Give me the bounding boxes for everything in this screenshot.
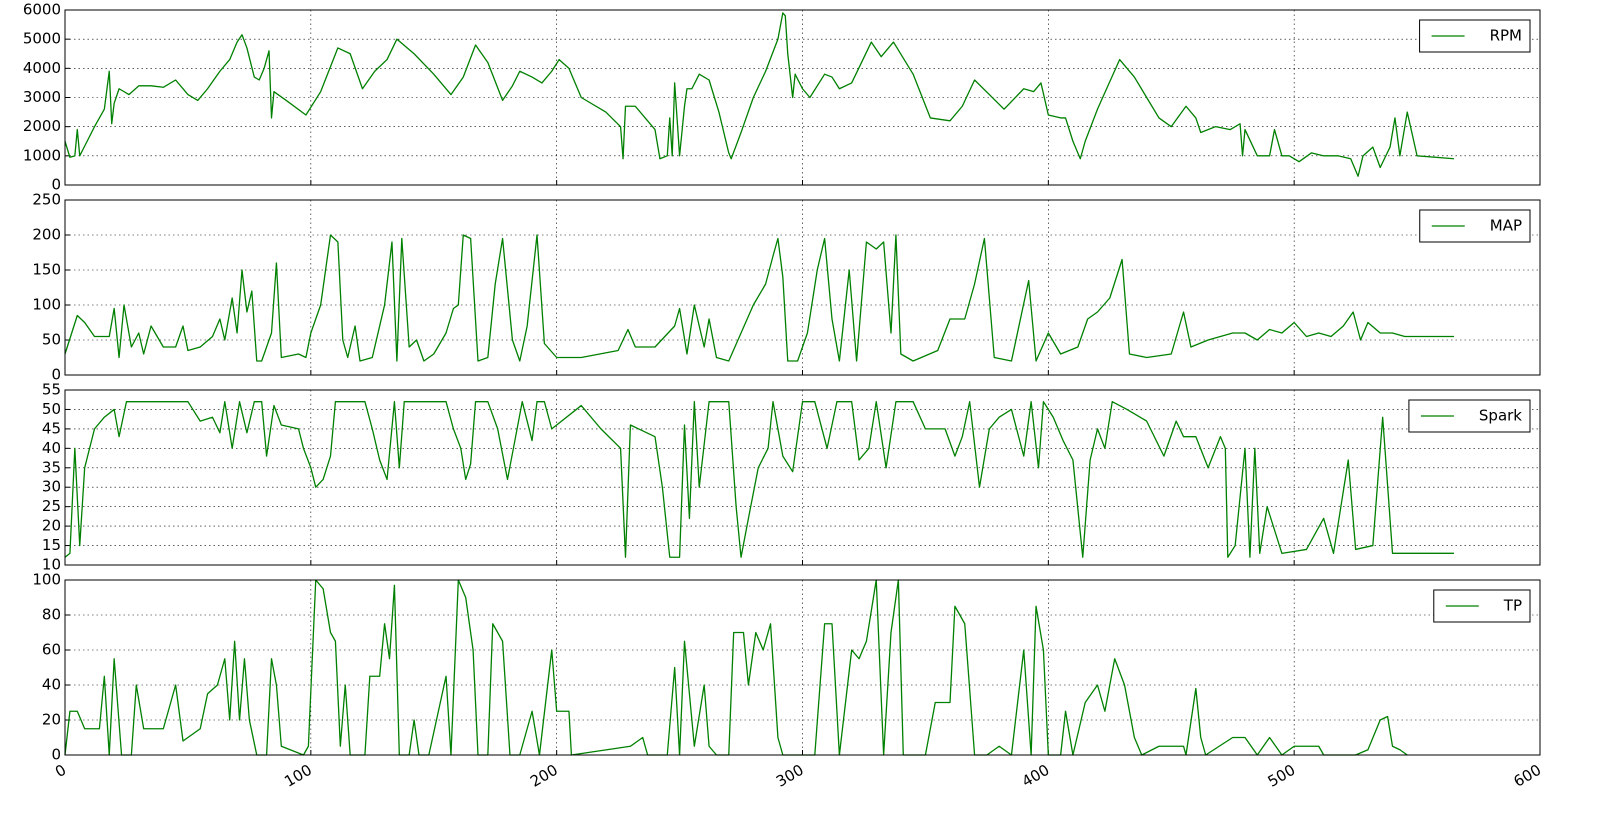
y-tick-label: 50 — [42, 400, 61, 418]
x-tick-label: 300 — [773, 761, 807, 791]
x-tick-label: 600 — [1510, 761, 1544, 791]
plot-frame — [64, 9, 1541, 186]
x-tick-label: 100 — [281, 761, 315, 791]
legend: RPM — [1419, 19, 1531, 53]
y-tick-label: 40 — [42, 676, 61, 694]
legend: TP — [1433, 589, 1531, 623]
y-tick-label: 0 — [51, 366, 61, 384]
plot-frame — [64, 389, 1541, 566]
y-tick-label: 35 — [42, 458, 61, 476]
legend: Spark — [1408, 399, 1531, 433]
data-line — [64, 401, 1454, 558]
y-tick-label: 100 — [32, 296, 61, 314]
y-tick-label: 2000 — [23, 117, 61, 135]
plot-frame — [64, 199, 1541, 376]
data-line — [64, 234, 1454, 362]
y-tick-label: 15 — [42, 536, 61, 554]
plot-frame — [64, 579, 1541, 756]
y-tick-label: 250 — [32, 191, 61, 209]
x-tick-label: 500 — [1265, 761, 1299, 791]
legend-label: Spark — [1479, 407, 1522, 425]
y-tick-label: 0 — [51, 176, 61, 194]
y-tick-label: 45 — [42, 419, 61, 437]
y-tick-label: 4000 — [23, 59, 61, 77]
y-tick-label: 0 — [51, 746, 61, 764]
y-tick-label: 200 — [32, 226, 61, 244]
y-tick-label: 150 — [32, 261, 61, 279]
legend-label: RPM — [1490, 27, 1522, 45]
y-tick-label: 6000 — [23, 1, 61, 19]
y-tick-label: 55 — [42, 381, 61, 399]
y-tick-label: 60 — [42, 641, 61, 659]
data-line — [64, 579, 1408, 756]
y-tick-label: 10 — [42, 556, 61, 574]
y-tick-label: 50 — [42, 331, 61, 349]
y-tick-label: 3000 — [23, 88, 61, 106]
y-tick-label: 80 — [42, 606, 61, 624]
x-tick-label: 0 — [52, 761, 69, 781]
x-tick-label: 200 — [527, 761, 561, 791]
legend-label: MAP — [1490, 217, 1522, 235]
legend-box — [1419, 19, 1531, 53]
legend-label: TP — [1503, 597, 1522, 615]
y-tick-label: 25 — [42, 497, 61, 515]
x-tick-label: 400 — [1019, 761, 1053, 791]
y-tick-label: 40 — [42, 439, 61, 457]
y-tick-label: 100 — [32, 571, 61, 589]
y-tick-label: 30 — [42, 478, 61, 496]
y-tick-label: 1000 — [23, 146, 61, 164]
y-tick-label: 20 — [42, 711, 61, 729]
y-tick-label: 20 — [42, 517, 61, 535]
y-tick-label: 5000 — [23, 30, 61, 48]
data-line — [64, 12, 1455, 177]
legend: MAP — [1419, 209, 1531, 243]
